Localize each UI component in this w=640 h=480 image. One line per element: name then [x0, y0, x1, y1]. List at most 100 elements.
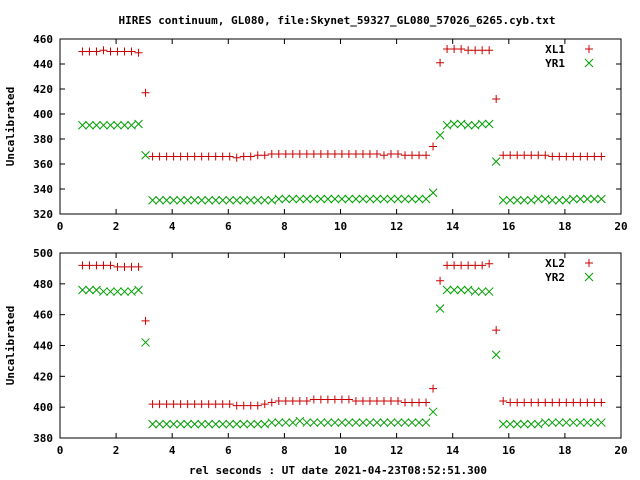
data-point-yr1	[484, 119, 494, 129]
data-point-xl1	[576, 152, 585, 161]
data-point-xl2	[176, 400, 185, 409]
data-point-xl1	[379, 151, 388, 160]
legend-label-yr1: YR1	[545, 57, 565, 70]
data-point-xl2	[597, 398, 606, 407]
data-point-yr1	[449, 119, 459, 129]
data-point-yr2	[253, 419, 263, 429]
y-tick-label: 500	[33, 247, 53, 260]
data-point-yr2	[267, 418, 277, 427]
x-tick-label: 6	[225, 444, 232, 457]
data-point-yr2	[561, 418, 571, 427]
data-point-yr2	[575, 418, 585, 427]
data-point-xl2	[576, 398, 585, 407]
data-point-yr2	[225, 419, 235, 429]
legend-marker-yr2	[584, 272, 594, 282]
data-point-xl1	[295, 150, 304, 158]
data-point-xl1	[436, 58, 445, 67]
data-point-yr1	[99, 120, 108, 130]
data-point-yr1	[141, 150, 150, 160]
data-point-xl1	[541, 151, 550, 160]
data-point-yr2	[568, 418, 578, 427]
y-tick-label: 460	[33, 309, 53, 322]
data-point-yr2	[526, 419, 536, 429]
data-point-xl2	[372, 397, 381, 405]
data-point-yr2	[288, 418, 298, 427]
data-point-xl1	[232, 153, 241, 162]
data-point-yr1	[491, 157, 501, 166]
data-point-xl2	[590, 398, 599, 407]
data-point-yr2	[127, 287, 136, 296]
data-point-xl1	[457, 45, 466, 53]
data-point-yr1	[176, 195, 185, 205]
data-point-xl2	[239, 401, 248, 410]
data-point-xl2	[555, 398, 564, 407]
data-point-yr1	[365, 194, 375, 204]
data-point-yr1	[92, 120, 101, 130]
data-point-xl1	[590, 152, 599, 161]
data-point-yr2	[155, 419, 164, 429]
data-point-xl2	[218, 400, 227, 409]
data-point-xl2	[260, 400, 269, 409]
data-point-xl2	[415, 398, 424, 407]
data-point-xl2	[344, 395, 353, 404]
data-point-xl2	[562, 398, 571, 407]
data-point-xl2	[408, 398, 417, 407]
series-xl2	[78, 259, 606, 410]
data-point-yr2	[582, 418, 592, 427]
data-point-yr1	[295, 194, 305, 204]
data-point-yr1	[435, 130, 445, 140]
data-point-xl2	[281, 397, 290, 405]
y-tick-label: 420	[33, 370, 53, 383]
data-point-xl1	[281, 150, 290, 158]
data-point-xl2	[450, 261, 459, 270]
data-point-yr1	[239, 195, 249, 205]
data-point-yr1	[337, 194, 347, 204]
data-point-yr1	[253, 195, 263, 205]
y-tick-label: 380	[33, 432, 53, 445]
data-point-xl1	[555, 152, 564, 161]
data-point-yr1	[281, 194, 291, 204]
data-point-yr2	[169, 419, 178, 429]
y-tick-label: 440	[33, 340, 53, 353]
data-point-xl2	[232, 401, 241, 410]
data-point-yr1	[127, 120, 136, 130]
data-point-yr2	[442, 285, 452, 295]
data-point-yr2	[113, 287, 122, 296]
data-point-xl1	[120, 47, 129, 56]
data-point-xl2	[520, 398, 529, 407]
data-point-yr2	[211, 419, 221, 429]
data-point-yr2	[470, 287, 480, 296]
data-point-xl2	[148, 400, 157, 409]
data-point-yr1	[204, 195, 214, 205]
x-axis-label: rel seconds : UT date 2021-04-23T08:52:5…	[189, 464, 487, 477]
x-tick-label: 8	[281, 444, 288, 457]
data-point-yr1	[330, 194, 340, 204]
legend-marker-xl1	[585, 45, 593, 53]
data-point-xl2	[141, 316, 150, 325]
data-point-xl2	[169, 400, 178, 409]
data-point-yr1	[197, 195, 207, 205]
panel-bottom: 0 2 4 6 8 10 12 14 16 18 20 380 400 420 440 460 480 500 Un…	[4, 247, 628, 457]
data-point-xl2	[394, 397, 403, 405]
data-point-xl2	[183, 400, 192, 409]
data-point-yr2	[260, 419, 270, 429]
x-tick-label: 8	[281, 220, 288, 233]
data-point-xl1	[408, 151, 417, 160]
y-tick-label: 320	[33, 208, 53, 221]
data-point-xl1	[471, 46, 480, 55]
data-point-xl2	[113, 262, 122, 271]
data-point-xl1	[288, 150, 297, 158]
data-point-yr1	[106, 120, 115, 130]
data-point-xl1	[176, 152, 185, 161]
data-point-yr1	[498, 195, 508, 205]
data-point-yr1	[148, 195, 157, 205]
x-tick-label: 10	[334, 444, 347, 457]
data-point-xl1	[548, 152, 557, 161]
x-tick-label: 18	[558, 444, 571, 457]
data-point-xl1	[253, 151, 262, 160]
data-point-xl2	[471, 261, 480, 270]
data-point-yr2	[246, 419, 256, 429]
data-point-xl1	[358, 150, 367, 158]
data-point-xl2	[99, 261, 108, 270]
data-point-yr1	[309, 194, 319, 204]
